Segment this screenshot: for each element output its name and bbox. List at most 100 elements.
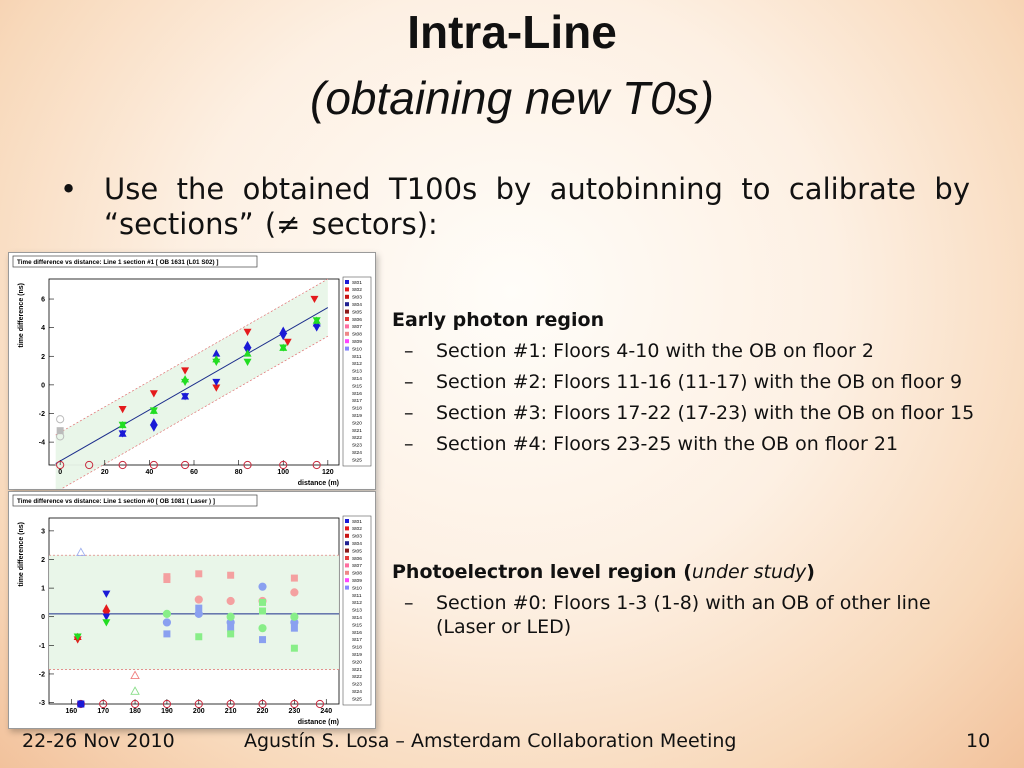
legend-swatch — [345, 302, 349, 307]
legend-entry: St11 — [352, 354, 362, 360]
data-point — [258, 582, 267, 591]
legend-entry: St02 — [352, 526, 362, 532]
legend-entry: St25 — [352, 696, 362, 702]
x-tick-label: 160 — [65, 708, 77, 715]
legend-swatch — [345, 585, 349, 590]
data-point — [194, 699, 203, 709]
early-item-2-text: Section #2: Floors 11-16 (11-17) with th… — [436, 371, 963, 393]
x-tick-label: 120 — [322, 469, 334, 476]
y-tick-label: -2 — [39, 411, 45, 418]
x-tick-label: 40 — [145, 469, 153, 476]
legend-entry: St21 — [352, 428, 362, 434]
legend-entry: St18 — [352, 406, 362, 412]
data-point — [149, 407, 158, 415]
legend-swatch — [345, 309, 349, 314]
photoelectron-section: Photoelectron level region (under study)… — [392, 557, 992, 639]
x-tick-label: 170 — [97, 708, 109, 715]
legend-swatch — [345, 294, 349, 299]
x-tick-label: 100 — [277, 469, 289, 476]
data-point — [290, 699, 299, 709]
legend-entry: St08 — [352, 332, 362, 338]
data-point — [85, 460, 94, 470]
dash-marker: – — [404, 402, 414, 424]
legend-swatch — [345, 519, 349, 523]
data-point — [195, 633, 203, 641]
dash-marker: – — [404, 433, 414, 455]
data-point — [180, 460, 190, 470]
y-tick-label: 4 — [41, 325, 45, 332]
legend-entry: St03 — [352, 295, 362, 301]
legend-entry: St02 — [352, 287, 362, 293]
data-point — [212, 349, 221, 357]
legend-entry: St07 — [352, 563, 362, 569]
data-point — [162, 618, 172, 627]
legend-entry: St21 — [352, 667, 362, 673]
legend-swatch — [345, 280, 349, 284]
legend-entry: St05 — [352, 548, 362, 554]
plot-panel-section-0: Time difference vs distance: Line 1 sect… — [8, 491, 376, 729]
legend-swatch — [345, 346, 349, 351]
legend-entry: St04 — [352, 541, 362, 547]
legend-box — [342, 276, 372, 467]
data-point — [118, 430, 127, 438]
legend-swatch — [345, 563, 349, 568]
photoelectron-heading-text: Photoelectron level region — [392, 561, 677, 583]
data-point — [195, 570, 203, 578]
data-point — [56, 415, 65, 424]
y-tick-label: 1 — [41, 586, 45, 593]
x-tick-label: 20 — [101, 469, 109, 476]
legend-entry: St17 — [352, 637, 362, 643]
data-point — [212, 384, 221, 392]
legend-entry: St22 — [352, 435, 362, 441]
early-item-1: – Section #1: Floors 4-10 with the OB on … — [404, 336, 974, 367]
legend-swatch — [345, 317, 349, 321]
legend-entry: St16 — [352, 391, 362, 397]
data-point — [162, 699, 172, 709]
legend-entry: St10 — [352, 585, 362, 591]
legend-swatch — [345, 578, 349, 583]
legend-entry: St07 — [352, 324, 362, 330]
data-point — [130, 686, 140, 695]
data-point — [290, 588, 299, 597]
legend-swatch — [345, 339, 349, 344]
data-point — [279, 460, 288, 470]
data-point — [149, 424, 158, 432]
data-point — [102, 604, 111, 612]
legend-entry: St06 — [352, 556, 362, 562]
data-point — [118, 406, 127, 414]
band-upper-line — [55, 278, 329, 436]
data-point — [56, 460, 65, 470]
data-points — [56, 295, 321, 470]
early-item-4: – Section #4: Floors 23-25 with the OB on… — [404, 429, 974, 460]
y-tick-label: 6 — [41, 297, 45, 304]
legend-entry: St12 — [352, 600, 362, 606]
footer-author: Agustín S. Losa – Amsterdam Collaboratio… — [244, 730, 737, 752]
legend-entry: St09 — [352, 578, 362, 584]
y-tick-label: 3 — [41, 528, 45, 535]
data-point — [73, 633, 82, 641]
data-point — [290, 644, 298, 652]
data-point — [194, 609, 203, 618]
photoelectron-heading: Photoelectron level region (under study) — [392, 561, 815, 583]
data-point — [259, 607, 267, 615]
section-1-plot: Time difference vs distance: Line 1 sect… — [9, 253, 375, 489]
data-point — [290, 574, 298, 582]
x-tick-label: 240 — [320, 708, 332, 715]
data-point — [130, 699, 140, 709]
footer-page-number: 10 — [966, 730, 991, 752]
legend-entry: St06 — [352, 317, 362, 323]
data-point — [312, 324, 321, 332]
legend-swatch — [345, 570, 349, 575]
data-point — [258, 699, 267, 709]
data-point — [163, 630, 171, 638]
legend-box — [342, 515, 372, 706]
legend-entry: St13 — [352, 608, 362, 614]
data-point — [226, 612, 235, 621]
slide-title: Intra-Line — [407, 6, 617, 58]
legend-entry: St01 — [352, 519, 362, 525]
legend-entry: St12 — [352, 361, 362, 367]
early-photon-heading: Early photon region — [392, 309, 605, 331]
photoelectron-note: under study — [691, 561, 807, 583]
data-point — [279, 333, 288, 341]
data-point — [181, 378, 190, 387]
